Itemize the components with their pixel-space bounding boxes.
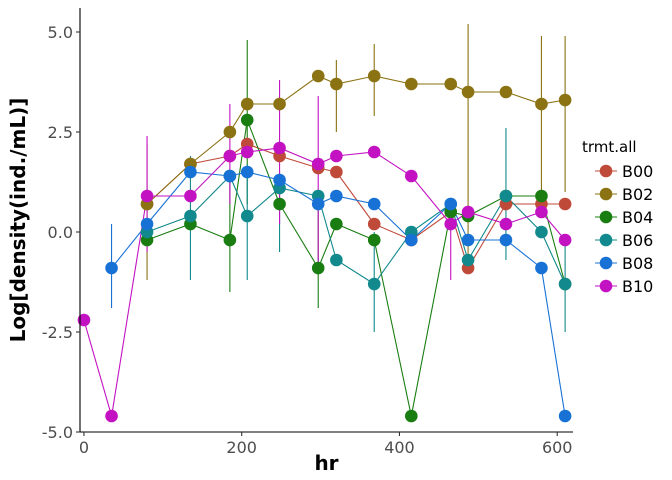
data-point-b06	[535, 225, 548, 239]
data-point-b08	[558, 409, 572, 423]
data-point-b10	[311, 157, 325, 171]
error-bars	[111, 24, 566, 332]
data-point-b06	[558, 277, 572, 291]
data-point-b08	[240, 165, 254, 179]
data-point-b08	[184, 165, 197, 179]
data-point-b06	[240, 209, 254, 223]
series-line-b04	[146, 117, 566, 417]
data-point-b06	[461, 253, 475, 267]
data-point-b04	[535, 189, 548, 203]
legend-title: trmt.all	[582, 138, 637, 156]
data-point-b10	[558, 233, 572, 247]
data-point-b04	[330, 217, 343, 231]
legend-key-point-b10	[599, 279, 613, 293]
data-point-b10	[184, 189, 197, 203]
data-point-b06	[330, 253, 343, 267]
data-point-b02	[240, 97, 254, 111]
legend-key-point-b06	[599, 233, 613, 247]
data-point-b02	[223, 125, 237, 139]
legend-label-b00: B00	[622, 162, 653, 181]
axes: 0 200 400 600 -5.0 -2.5 0.0 2.5 5.0 hr Log[density…	[6, 8, 573, 475]
data-point-b10	[223, 149, 237, 163]
data-point-b10	[105, 409, 118, 423]
data-point-b08	[499, 233, 513, 247]
data-point-b06	[367, 277, 381, 291]
data-point-b08	[535, 261, 548, 275]
data-point-b10	[367, 145, 381, 159]
data-point-b02	[330, 77, 343, 91]
data-point-b02	[311, 69, 325, 83]
series-line-b10	[83, 147, 566, 417]
data-point-b10	[77, 313, 91, 327]
data-point-b00	[558, 197, 572, 211]
legend-key-point-b08	[599, 256, 613, 270]
data-point-b08	[273, 173, 286, 187]
legend-key-point-b04	[599, 210, 613, 224]
series-points	[77, 69, 572, 423]
data-point-b10	[330, 149, 343, 163]
data-point-b10	[273, 141, 286, 155]
data-point-b02	[444, 77, 458, 91]
data-point-b04	[311, 261, 325, 275]
data-point-b08	[140, 217, 154, 231]
legend-label-b02: B02	[622, 185, 653, 204]
data-point-b04	[240, 113, 254, 127]
data-point-b10	[140, 189, 154, 203]
data-point-b08	[311, 197, 325, 211]
legend-label-b10: B10	[622, 277, 653, 296]
legend-label-b04: B04	[622, 208, 653, 227]
data-point-b08	[330, 189, 343, 203]
data-point-b08	[367, 197, 381, 211]
x-tick-label: 400	[384, 438, 415, 457]
data-point-b04	[367, 233, 381, 247]
legend-label-b08: B08	[622, 254, 653, 273]
x-tick-label: 0	[79, 438, 89, 457]
x-axis-title: hr	[314, 451, 338, 475]
data-point-b02	[535, 97, 548, 111]
data-point-b08	[444, 197, 458, 211]
y-axis-title: Log[density(ind./mL)]	[6, 98, 30, 343]
data-point-b08	[223, 169, 237, 183]
legend-key-point-b00	[599, 164, 613, 178]
data-point-b02	[367, 69, 381, 83]
data-point-b06	[184, 209, 197, 223]
data-point-b10	[404, 169, 418, 183]
data-point-b08	[461, 233, 475, 247]
data-point-b10	[444, 217, 458, 231]
series-lines	[83, 75, 566, 417]
data-point-b02	[273, 97, 286, 111]
y-tick-label: 0.0	[48, 223, 73, 242]
series-line-b08	[111, 171, 566, 417]
data-point-b10	[535, 205, 548, 219]
data-point-b08	[404, 233, 418, 247]
y-tick-label: -5.0	[42, 423, 73, 442]
legend-label-b06: B06	[622, 231, 653, 250]
data-point-b10	[499, 217, 513, 231]
data-point-b10	[461, 205, 475, 219]
legend-key-point-b02	[599, 187, 613, 201]
x-tick-label: 600	[542, 438, 573, 457]
data-point-b10	[240, 145, 254, 159]
data-point-b08	[105, 261, 118, 275]
data-point-b02	[461, 85, 475, 99]
y-tick-label: -2.5	[42, 323, 73, 342]
data-point-b02	[404, 77, 418, 91]
data-point-b00	[330, 165, 343, 179]
data-point-b04	[223, 233, 237, 247]
y-tick-label: 5.0	[48, 23, 73, 42]
data-point-b06	[499, 189, 513, 203]
data-point-b04	[404, 409, 418, 423]
y-tick-label: 2.5	[48, 123, 73, 142]
legend: trmt.all B00 B02 B04 B06 B08 B10	[582, 138, 653, 296]
data-point-b00	[367, 217, 381, 231]
data-point-b04	[273, 197, 286, 211]
data-point-b02	[499, 85, 513, 99]
data-point-b02	[558, 93, 572, 107]
series-line-b06	[146, 175, 566, 285]
x-tick-label: 200	[226, 438, 257, 457]
